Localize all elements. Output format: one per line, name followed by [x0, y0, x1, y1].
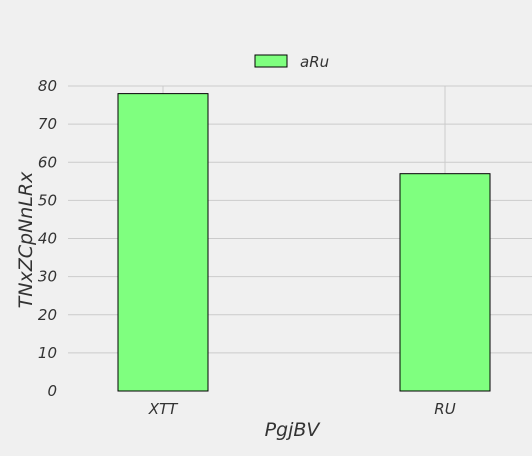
legend-swatch — [254, 54, 288, 68]
bar — [117, 93, 209, 392]
y-tick-label: 80 — [38, 77, 57, 95]
y-tick-label: 50 — [38, 191, 57, 209]
y-tick-label: 60 — [38, 153, 57, 171]
bar — [399, 173, 491, 392]
y-tick-labels: 0 10 20 30 40 50 60 70 80 — [38, 77, 57, 400]
y-tick-label: 40 — [38, 230, 57, 248]
y-tick-label: 70 — [38, 115, 57, 133]
legend: aRu — [254, 53, 329, 71]
x-axis-title: PgjBV — [265, 419, 322, 441]
legend-label: aRu — [300, 53, 329, 71]
x-tick-labels: XTT RU — [148, 400, 456, 418]
bars — [117, 93, 491, 392]
y-tick-label: 20 — [38, 306, 57, 324]
y-tick-label: 30 — [38, 268, 57, 286]
y-tick-label: 0 — [47, 382, 57, 400]
y-tick-label: 10 — [38, 344, 57, 362]
y-axis-title: TNxZCpNnLRx — [15, 171, 37, 308]
x-tick-label: XTT — [148, 400, 179, 418]
x-tick-label: RU — [434, 400, 455, 418]
